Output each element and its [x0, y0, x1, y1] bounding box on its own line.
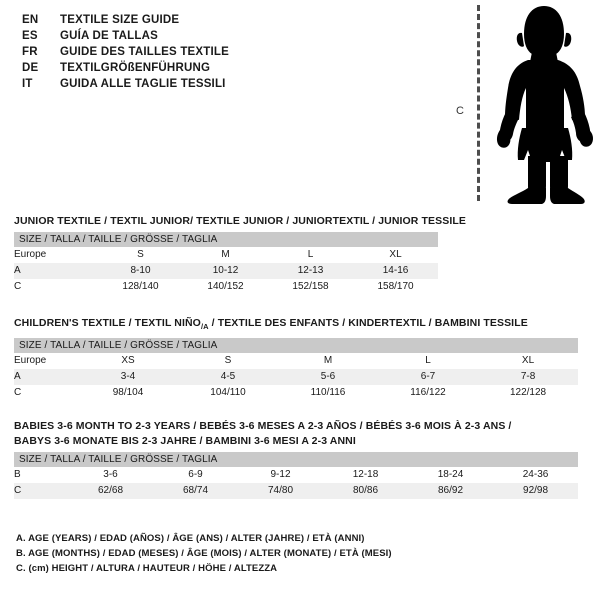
row-value: 68/74 — [153, 483, 238, 499]
row-value: S — [178, 353, 278, 370]
section-title-children-sub: /A — [200, 322, 209, 332]
row-value: 116/122 — [378, 385, 478, 402]
table-row: C 128/140 140/152 152/158 158/170 — [14, 279, 439, 295]
row-value: 128/140 — [98, 279, 183, 295]
band-label: SIZE / TALLA / TAILLE / GRÖSSE / TAGLIA — [14, 232, 439, 247]
row-value: XL — [478, 353, 579, 370]
table-row: Europe S M L XL — [14, 247, 439, 263]
table-row: A 8-10 10-12 12-13 14-16 — [14, 263, 439, 279]
row-label: A — [14, 369, 78, 386]
row-label: C — [14, 483, 68, 499]
language-code: EN — [22, 14, 39, 26]
language-title-block: EN TEXTILE SIZE GUIDE ES GUÍA DE TALLAS … — [22, 12, 422, 92]
language-code: IT — [22, 78, 33, 90]
language-row: DE TEXTILGRÖßENFÜHRUNG — [22, 60, 422, 76]
junior-size-table: SIZE / TALLA / TAILLE / GRÖSSE / TAGLIA … — [14, 232, 439, 295]
row-label: B — [14, 467, 68, 483]
row-value: 10-12 — [183, 263, 268, 279]
row-label: C — [14, 279, 98, 295]
row-value: 24-36 — [493, 467, 579, 483]
table-row: B 3-6 6-9 9-12 12-18 18-24 24-36 — [14, 467, 579, 483]
row-value: L — [268, 247, 353, 263]
legend-line-a: A. AGE (YEARS) / EDAD (AÑOS) / ÂGE (ANS)… — [16, 533, 365, 544]
table-band-header: SIZE / TALLA / TAILLE / GRÖSSE / TAGLIA — [14, 452, 579, 467]
language-row: IT GUIDA ALLE TAGLIE TESSILI — [22, 76, 422, 92]
row-value: 62/68 — [68, 483, 153, 499]
legend-block: A. AGE (YEARS) / EDAD (AÑOS) / ÂGE (ANS)… — [16, 531, 556, 576]
row-label: Europe — [14, 247, 98, 263]
row-value: M — [183, 247, 268, 263]
row-value: M — [278, 353, 378, 370]
section-title-children-main: CHILDREN'S TEXTILE / TEXTIL NIÑO — [14, 317, 201, 329]
section-children: CHILDREN'S TEXTILE / TEXTIL NIÑO/A / TEX… — [14, 316, 579, 402]
table-row: Europe XS S M L XL — [14, 353, 579, 370]
row-value: 140/152 — [183, 279, 268, 295]
legend-line-c: C. (cm) HEIGHT / ALTURA / HAUTEUR / HÖHE… — [16, 563, 278, 574]
table-row: A 3-4 4-5 5-6 6-7 7-8 — [14, 369, 579, 386]
row-value: 122/128 — [478, 385, 579, 402]
toddler-silhouette-icon — [496, 6, 593, 204]
height-measurement-figure: C — [450, 0, 600, 212]
section-junior: JUNIOR TEXTILE / TEXTIL JUNIOR/ TEXTILE … — [14, 214, 466, 295]
row-value: 5-6 — [278, 369, 378, 386]
row-value: 4-5 — [178, 369, 278, 386]
row-value: 158/170 — [353, 279, 439, 295]
row-value: 104/110 — [178, 385, 278, 402]
row-value: 14-16 — [353, 263, 439, 279]
table-row: C 62/68 68/74 74/80 80/86 86/92 92/98 — [14, 483, 579, 499]
row-value: 12-18 — [323, 467, 408, 483]
row-value: XL — [353, 247, 439, 263]
children-size-table: SIZE / TALLA / TAILLE / GRÖSSE / TAGLIA … — [14, 338, 579, 402]
row-value: 152/158 — [268, 279, 353, 295]
row-value: 74/80 — [238, 483, 323, 499]
language-code: FR — [22, 46, 38, 58]
row-value: 3-4 — [78, 369, 178, 386]
band-label: SIZE / TALLA / TAILLE / GRÖSSE / TAGLIA — [14, 452, 579, 467]
language-title: TEXTILGRÖßENFÜHRUNG — [60, 62, 211, 74]
language-code: ES — [22, 30, 38, 42]
band-label: SIZE / TALLA / TAILLE / GRÖSSE / TAGLIA — [14, 338, 579, 354]
row-value: XS — [78, 353, 178, 370]
language-row: ES GUÍA DE TALLAS — [22, 28, 422, 44]
table-row: C 98/104 104/110 110/116 116/122 122/128 — [14, 385, 579, 402]
row-value: S — [98, 247, 183, 263]
language-title: GUÍA DE TALLAS — [60, 30, 158, 42]
row-label: Europe — [14, 353, 78, 370]
section-title-junior: JUNIOR TEXTILE / TEXTIL JUNIOR/ TEXTILE … — [14, 215, 466, 227]
table-band-header: SIZE / TALLA / TAILLE / GRÖSSE / TAGLIA — [14, 232, 439, 247]
row-value: 110/116 — [278, 385, 378, 402]
row-label: A — [14, 263, 98, 279]
legend-line-b: B. AGE (MONTHS) / EDAD (MESES) / ÂGE (MO… — [16, 548, 392, 559]
row-value: 6-7 — [378, 369, 478, 386]
row-value: 18-24 — [408, 467, 493, 483]
language-title: TEXTILE SIZE GUIDE — [60, 14, 180, 26]
row-value: 8-10 — [98, 263, 183, 279]
row-value: 12-13 — [268, 263, 353, 279]
section-babies: BABIES 3-6 MONTH TO 2-3 YEARS / BEBÉS 3-… — [14, 419, 579, 499]
section-title-babies-line2: BABYS 3-6 MONATE BIS 2-3 JAHRE / BAMBINI… — [14, 435, 356, 447]
height-measure-label: C — [456, 105, 464, 117]
row-value: 98/104 — [78, 385, 178, 402]
row-value: 80/86 — [323, 483, 408, 499]
language-code: DE — [22, 62, 39, 74]
row-value: 6-9 — [153, 467, 238, 483]
height-dashed-line — [477, 5, 480, 201]
language-title: GUIDE DES TAILLES TEXTILE — [60, 46, 229, 58]
row-label: C — [14, 385, 78, 402]
section-title-babies-line1: BABIES 3-6 MONTH TO 2-3 YEARS / BEBÉS 3-… — [14, 420, 512, 432]
table-band-header: SIZE / TALLA / TAILLE / GRÖSSE / TAGLIA — [14, 338, 579, 354]
language-row: EN TEXTILE SIZE GUIDE — [22, 12, 422, 28]
section-title-children: CHILDREN'S TEXTILE / TEXTIL NIÑO/A / TEX… — [14, 316, 578, 334]
row-value: 3-6 — [68, 467, 153, 483]
language-row: FR GUIDE DES TAILLES TEXTILE — [22, 44, 422, 60]
section-title-children-rest: / TEXTILE DES ENFANTS / KINDERTEXTIL / B… — [208, 317, 528, 329]
row-value: 7-8 — [478, 369, 579, 386]
row-value: 86/92 — [408, 483, 493, 499]
language-title: GUIDA ALLE TAGLIE TESSILI — [60, 78, 226, 90]
row-value: 9-12 — [238, 467, 323, 483]
row-value: L — [378, 353, 478, 370]
row-value: 92/98 — [493, 483, 579, 499]
babies-size-table: SIZE / TALLA / TAILLE / GRÖSSE / TAGLIA … — [14, 452, 579, 499]
